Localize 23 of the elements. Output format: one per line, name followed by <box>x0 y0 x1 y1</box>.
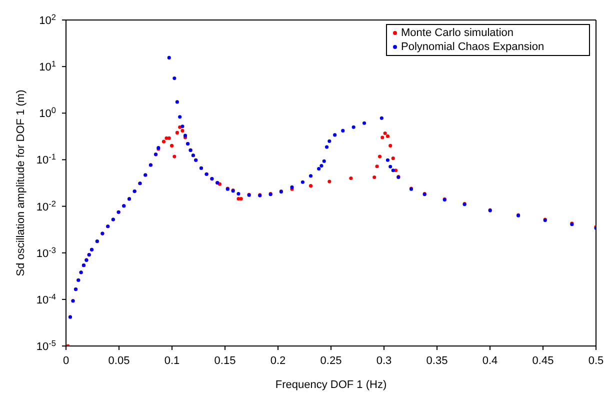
x-tick-label: 0.25 <box>320 355 342 367</box>
y-tick-label: 10$^{-3}$ <box>36 245 56 260</box>
y-tick-label: 10$^{2}$ <box>39 12 56 27</box>
y-tick-label: 10$^{-5}$ <box>36 338 56 353</box>
x-tick-label: 0.05 <box>108 355 130 367</box>
y-tick-label: 10$^{-2}$ <box>36 198 56 214</box>
y-tick-label: 10$^{-4}$ <box>36 292 56 306</box>
y-tick-label: 10$^{1}$ <box>39 59 56 74</box>
y-tick-label: 10$^{0}$ <box>39 106 56 120</box>
legend-label: Monte Carlo simulation <box>401 27 514 39</box>
x-tick-label: 0.1 <box>164 355 180 367</box>
x-tick-label: 0.2 <box>270 355 286 367</box>
x-tick-label: 0.3 <box>376 355 392 367</box>
x-tick-label: 0.15 <box>214 355 236 367</box>
x-tick-label: 0.45 <box>532 355 554 367</box>
x-tick-label: 0.35 <box>426 355 448 367</box>
x-tick-label: 0 <box>62 355 70 367</box>
x-tick-label: 0.5 <box>588 355 604 367</box>
legend-label: Polynomial Chaos Expansion <box>401 41 544 53</box>
y-tick-label: 10$^{-1}$ <box>36 152 56 167</box>
y-axis-title: Sd oscillation amplitude for DOF 1 (m) <box>14 90 27 276</box>
x-axis-title: Frequency DOF 1 (Hz) <box>275 378 387 391</box>
x-tick-label: 0.4 <box>482 355 498 367</box>
